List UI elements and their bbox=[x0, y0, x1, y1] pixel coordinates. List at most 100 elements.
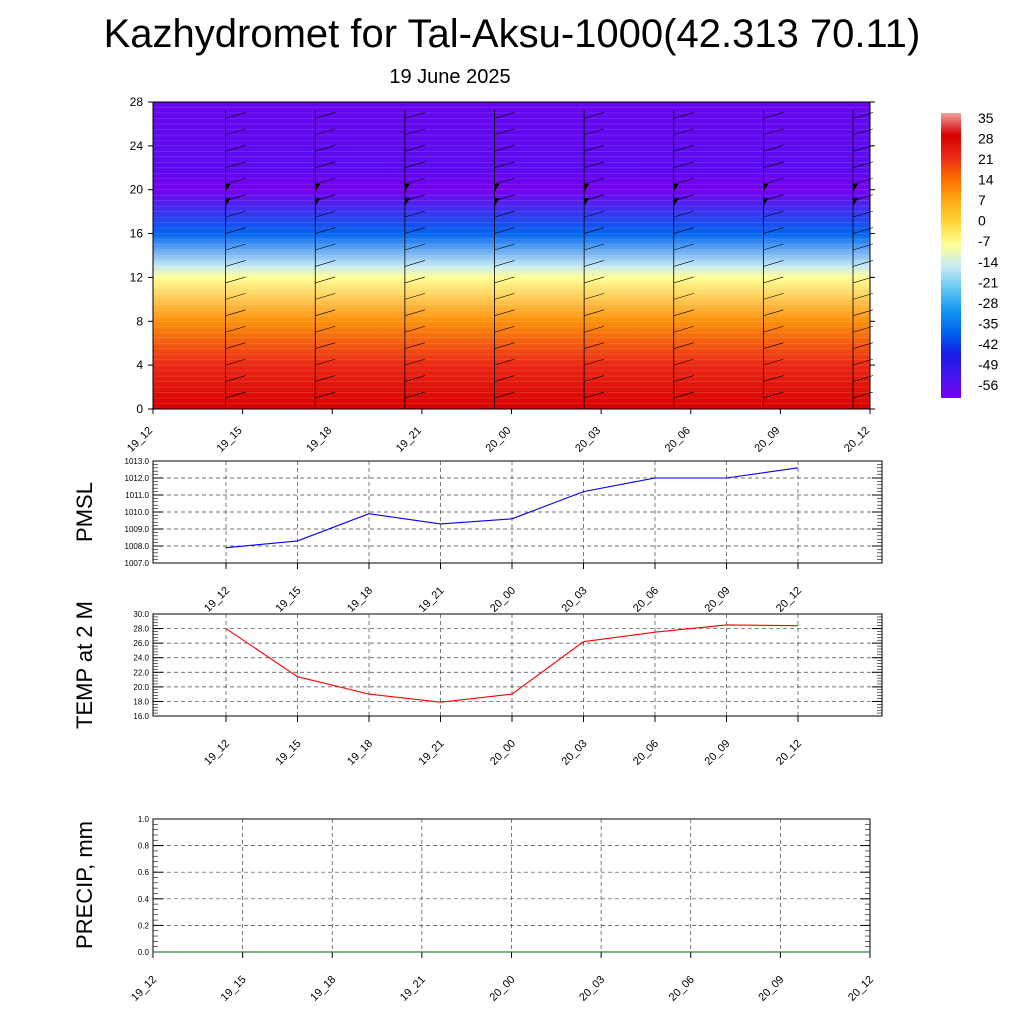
wind-barb bbox=[315, 161, 336, 169]
wind-barb-flag bbox=[494, 198, 500, 207]
wind-barb bbox=[225, 391, 246, 399]
y-tick-label: 1009.0 bbox=[125, 525, 150, 534]
colorbar-label: -7 bbox=[978, 233, 991, 249]
wind-barb bbox=[763, 177, 784, 185]
x-tick-label: 20_00 bbox=[488, 585, 518, 615]
wind-barb bbox=[584, 128, 605, 136]
wind-barb bbox=[494, 177, 515, 185]
wind-barb bbox=[673, 210, 694, 218]
wind-barb bbox=[494, 309, 515, 317]
wind-barb bbox=[315, 391, 336, 399]
wind-barb bbox=[315, 309, 336, 317]
wind-barb bbox=[584, 161, 605, 169]
wind-barb bbox=[494, 391, 515, 399]
wind-barb bbox=[763, 358, 784, 366]
wind-barb-flag bbox=[673, 183, 679, 192]
colorbar-label: -35 bbox=[978, 315, 998, 331]
wind-barb-flag bbox=[404, 198, 410, 207]
y-tick-label: 1011.0 bbox=[125, 491, 149, 500]
x-tick-label: 19_15 bbox=[274, 585, 304, 615]
wind-barb-flag bbox=[315, 183, 321, 192]
x-tick-label: 20_12 bbox=[774, 585, 804, 615]
x-tick-label: 19_15 bbox=[274, 738, 304, 768]
x-tick-label: 20_09 bbox=[752, 425, 782, 455]
y-tick-label: 24 bbox=[130, 139, 144, 153]
colorbar-label: -42 bbox=[978, 336, 998, 352]
wind-barb bbox=[315, 293, 336, 300]
wind-barb bbox=[225, 260, 246, 267]
y-tick-label: 20.0 bbox=[133, 683, 149, 692]
y-tick-label: 1.0 bbox=[138, 815, 150, 824]
wind-barb bbox=[494, 276, 515, 284]
wind-barb bbox=[673, 276, 694, 284]
wind-barb bbox=[763, 145, 784, 152]
wind-barb bbox=[494, 375, 515, 382]
wind-barb bbox=[673, 112, 694, 119]
wind-barb-flag bbox=[673, 198, 679, 207]
y-tick-label: 1008.0 bbox=[125, 542, 150, 551]
colorbar-label: 28 bbox=[978, 131, 994, 147]
wind-barb bbox=[763, 293, 784, 300]
x-tick-label: 19_12 bbox=[202, 585, 232, 615]
x-tick-label: 20_03 bbox=[577, 974, 607, 1004]
wind-barb bbox=[315, 243, 336, 251]
wind-barb bbox=[315, 276, 336, 284]
wind-barb bbox=[763, 391, 784, 399]
wind-barb bbox=[315, 145, 336, 152]
wind-barb bbox=[584, 342, 605, 349]
y-tick-label: 12 bbox=[130, 270, 144, 284]
wind-barb bbox=[494, 128, 515, 136]
wind-barb bbox=[315, 128, 336, 136]
wind-barb bbox=[673, 145, 694, 152]
x-tick-label: 19_12 bbox=[129, 974, 159, 1004]
wind-barb bbox=[225, 342, 246, 349]
x-tick-label: 19_21 bbox=[417, 738, 447, 768]
colorbar: 35 28 21 14 7 0 -7 -14 -21 -28 -35 -42 -49 -56 bbox=[941, 110, 998, 398]
wind-barb bbox=[673, 391, 694, 399]
wind-barb bbox=[673, 128, 694, 136]
plot-frame bbox=[152, 613, 883, 717]
colorbar-label: -49 bbox=[978, 356, 998, 372]
wind-barb bbox=[404, 342, 425, 349]
wind-barb bbox=[584, 358, 605, 366]
x-tick-label: 19_21 bbox=[417, 585, 447, 615]
y-axis-title: PRECIP, mm bbox=[72, 821, 97, 949]
wind-barb bbox=[315, 342, 336, 349]
pmsl-series-line bbox=[225, 467, 799, 549]
wind-barb bbox=[225, 112, 246, 119]
wind-barb bbox=[763, 342, 784, 349]
x-tick-label: 19_18 bbox=[308, 974, 338, 1004]
y-tick-label: 0.2 bbox=[138, 921, 150, 930]
wind-barb bbox=[494, 227, 515, 234]
wind-barb bbox=[763, 309, 784, 317]
wind-barb bbox=[404, 309, 425, 317]
wind-barb bbox=[225, 210, 246, 218]
y-axis-title: PMSL bbox=[72, 482, 97, 542]
precip-panel: 0.0 0.2 0.4 0.6 0.8 1.0 19_12 19_15 19_18 19_21 20… bbox=[72, 815, 876, 1004]
wind-barb bbox=[225, 243, 246, 251]
y-tick-label: 1010.0 bbox=[125, 508, 150, 517]
heatmap-panel: 0 4 8 12 16 20 24 28 19_12 19_15 19_18 19_21 20_00 20… bbox=[125, 95, 875, 455]
wind-barb bbox=[315, 358, 336, 366]
wind-barb bbox=[404, 145, 425, 152]
wind-barb bbox=[673, 358, 694, 366]
wind-barb bbox=[225, 375, 246, 382]
wind-barb bbox=[673, 177, 694, 185]
wind-barb bbox=[315, 375, 336, 382]
wind-barb-flag bbox=[584, 198, 590, 207]
y-tick-label: 28.0 bbox=[133, 625, 149, 634]
wind-barb bbox=[315, 177, 336, 185]
x-tick-label: 20_03 bbox=[573, 425, 603, 455]
wind-barb bbox=[584, 325, 605, 333]
colorbar-label: -56 bbox=[978, 377, 998, 393]
colorbar-fill bbox=[941, 113, 961, 398]
x-tick-label: 20_12 bbox=[846, 974, 876, 1004]
colorbar-label: -14 bbox=[978, 254, 998, 270]
chart-subtitle: 19 June 2025 bbox=[389, 66, 511, 88]
wind-barb-flag bbox=[584, 183, 590, 192]
x-tick-label: 20_00 bbox=[488, 974, 518, 1004]
wind-barb bbox=[763, 227, 784, 234]
wind-barb bbox=[763, 210, 784, 218]
y-tick-label: 1012.0 bbox=[125, 474, 150, 483]
wind-barb-flag bbox=[763, 183, 769, 192]
